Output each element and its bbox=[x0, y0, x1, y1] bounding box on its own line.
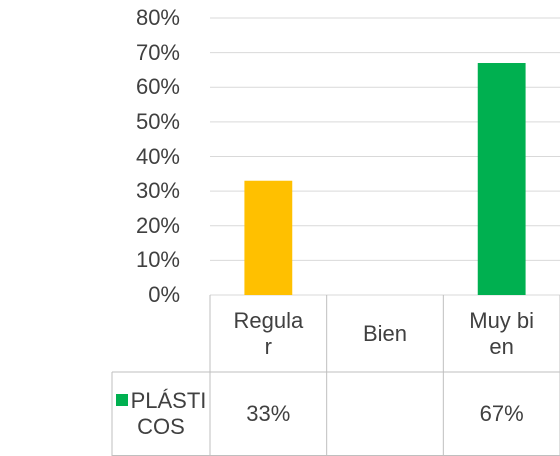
y-tick-label: 50% bbox=[135, 108, 180, 134]
x-tick-label: Regular bbox=[233, 307, 304, 359]
legend-text: PLÁSTICOS bbox=[130, 388, 207, 439]
y-tick-label: 20% bbox=[135, 212, 180, 238]
data-label: 67% bbox=[479, 401, 524, 426]
x-tick-label: Bien bbox=[362, 320, 407, 346]
legend-label: PLÁSTICOS bbox=[114, 388, 208, 440]
y-tick-label: 30% bbox=[135, 178, 180, 204]
bar bbox=[244, 180, 293, 295]
y-tick-label: 0% bbox=[148, 282, 180, 307]
y-tick-label: 80% bbox=[135, 5, 180, 30]
y-tick-label: 40% bbox=[135, 143, 180, 169]
legend-marker bbox=[115, 394, 128, 406]
y-tick-label: 60% bbox=[135, 74, 180, 100]
legend-entry: PLÁSTICOS bbox=[114, 372, 208, 456]
data-label: 33% bbox=[246, 401, 291, 426]
x-tick-label: Muy bien bbox=[469, 307, 535, 359]
bar bbox=[477, 63, 526, 296]
y-tick-label: 70% bbox=[135, 39, 180, 65]
y-tick-label: 10% bbox=[135, 247, 180, 273]
